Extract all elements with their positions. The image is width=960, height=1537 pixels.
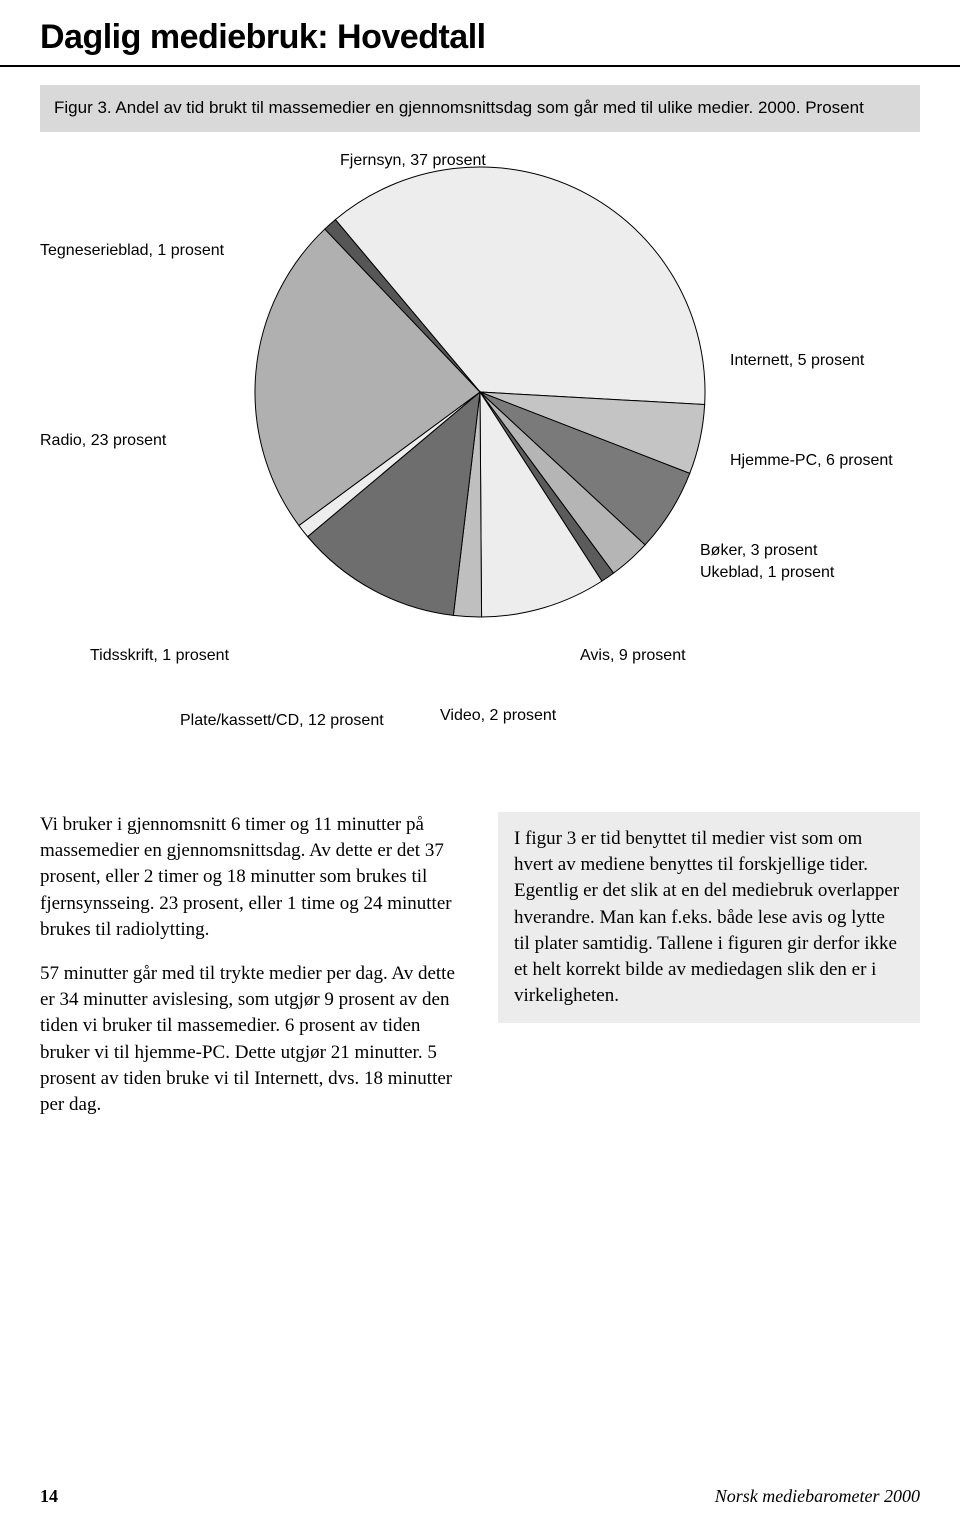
note-box: I figur 3 er tid benyttet til medier vis… xyxy=(498,812,920,1024)
pie-label-tegneserie: Tegneserieblad, 1 prosent xyxy=(40,242,224,260)
page-footer: 14 Norsk mediebarometer 2000 xyxy=(40,1486,920,1507)
figure-caption: Figur 3. Andel av tid brukt til massemed… xyxy=(40,85,920,132)
column-right: I figur 3 er tid benyttet til medier vis… xyxy=(498,812,920,1136)
pie-label-internett: Internett, 5 prosent xyxy=(730,352,864,370)
pie-label-tidsskrift: Tidsskrift, 1 prosent xyxy=(90,647,229,665)
body-left-p2: 57 minutter går med til trykte medier pe… xyxy=(40,961,462,1118)
pie-chart: Fjernsyn, 37 prosent Internett, 5 prosent… xyxy=(40,152,920,772)
body-columns: Vi bruker i gjennomsnitt 6 timer og 11 m… xyxy=(40,812,920,1136)
pie-label-fjernsyn: Fjernsyn, 37 prosent xyxy=(340,152,486,170)
pie-svg xyxy=(250,162,710,622)
body-left-p1: Vi bruker i gjennomsnitt 6 timer og 11 m… xyxy=(40,812,462,943)
page-title: Daglig mediebruk: Hovedtall xyxy=(0,0,960,67)
pie-label-avis: Avis, 9 prosent xyxy=(580,647,686,665)
pie-label-video: Video, 2 prosent xyxy=(440,707,556,725)
column-left: Vi bruker i gjennomsnitt 6 timer og 11 m… xyxy=(40,812,462,1136)
page-number: 14 xyxy=(40,1486,58,1507)
pie-label-plate: Plate/kassett/CD, 12 prosent xyxy=(180,712,384,730)
pie-label-ukeblad: Ukeblad, 1 prosent xyxy=(700,564,834,582)
pie-label-boker: Bøker, 3 prosent xyxy=(700,542,817,560)
pie-label-hjemme_pc: Hjemme-PC, 6 prosent xyxy=(730,452,893,470)
pie-label-radio: Radio, 23 prosent xyxy=(40,432,166,450)
publication-name: Norsk mediebarometer 2000 xyxy=(715,1486,920,1507)
